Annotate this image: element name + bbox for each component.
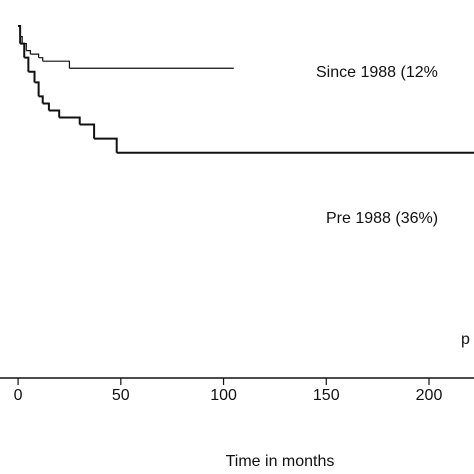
survival-step xyxy=(42,102,50,111)
x-tick-label: 200 xyxy=(416,387,443,404)
survival-step xyxy=(18,25,22,44)
survival-step xyxy=(79,123,96,139)
survival-step xyxy=(94,137,118,153)
survival-step xyxy=(38,95,44,104)
survival-step xyxy=(24,56,30,72)
annotation: p xyxy=(461,331,470,348)
series-label: Pre 1988 (36%) xyxy=(326,210,438,227)
survival-step xyxy=(26,50,32,55)
x-tick-label: 0 xyxy=(14,387,23,404)
survival-step xyxy=(30,53,40,58)
survival-step xyxy=(28,70,36,83)
x-axis-label: Time in months xyxy=(226,453,335,470)
x-tick-label: 50 xyxy=(112,387,130,404)
survival-step xyxy=(48,109,61,118)
series-label: Since 1988 (12% xyxy=(316,64,438,81)
survival-step xyxy=(34,81,40,97)
survival-step xyxy=(20,42,26,58)
survival-step xyxy=(59,116,81,125)
survival-step xyxy=(38,57,44,62)
survival-step xyxy=(42,60,71,69)
x-tick-label: 100 xyxy=(210,387,237,404)
x-tick-label: 150 xyxy=(313,387,340,404)
